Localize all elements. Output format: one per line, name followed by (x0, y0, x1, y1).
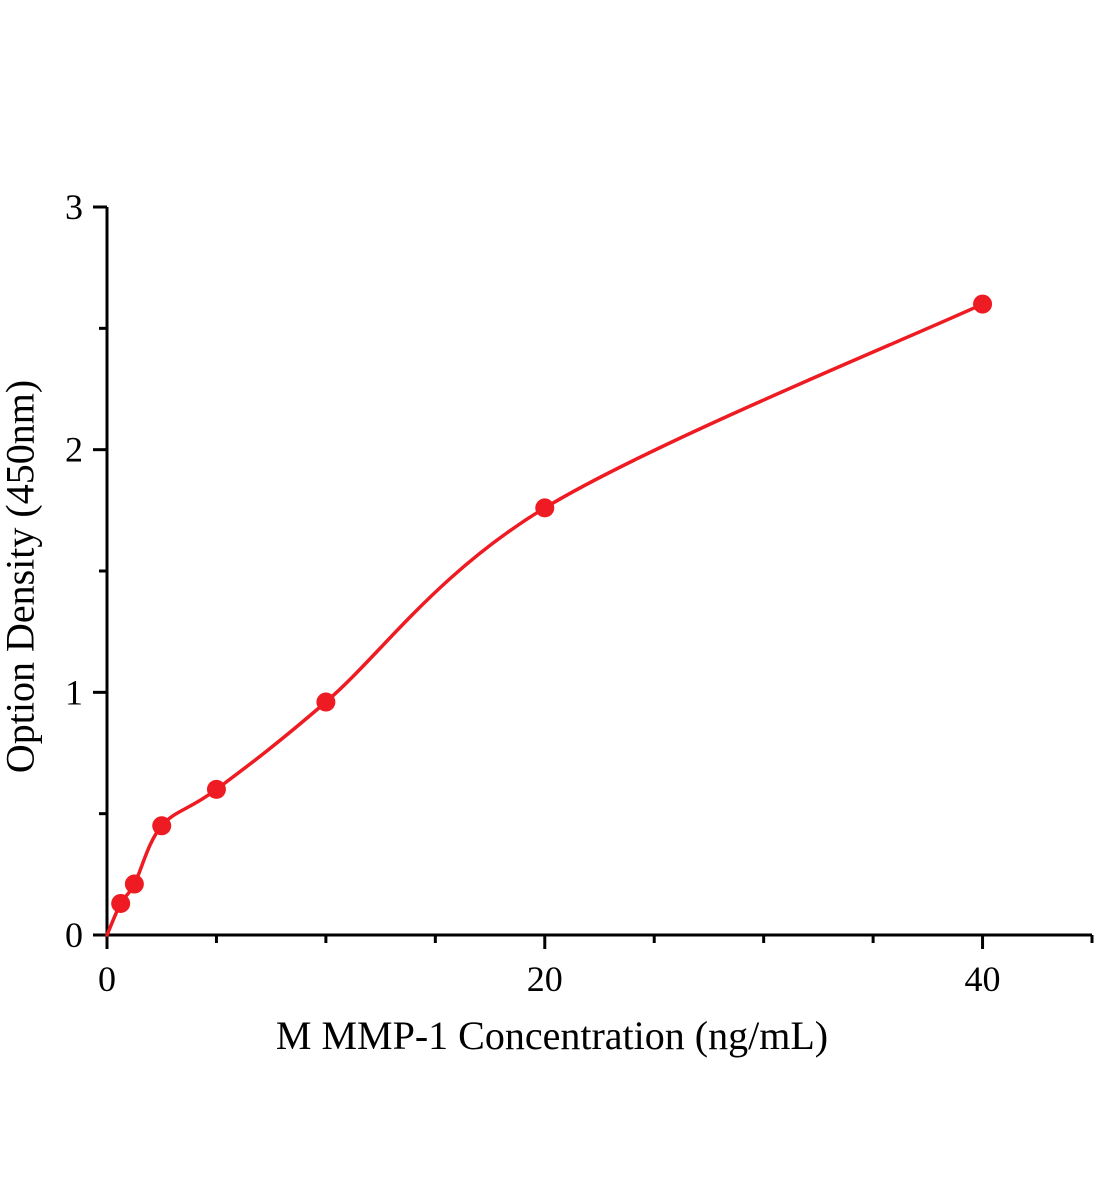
y-tick-label: 0 (65, 915, 83, 955)
data-point (152, 816, 172, 836)
x-tick-label: 40 (965, 959, 1001, 999)
y-tick-label: 3 (65, 187, 83, 227)
y-tick-label: 2 (65, 430, 83, 470)
y-tick-label: 1 (65, 672, 83, 712)
data-point (124, 874, 144, 894)
y-axis-label: Option Density (450nm) (0, 379, 43, 774)
x-tick-label: 20 (527, 959, 563, 999)
data-point (973, 294, 993, 314)
data-point (535, 498, 555, 518)
data-point (316, 692, 336, 712)
data-point (111, 893, 131, 913)
x-axis-label: M MMP-1 Concentration (ng/mL) (275, 1013, 829, 1058)
x-tick-label: 0 (98, 959, 116, 999)
data-point (206, 779, 226, 799)
fit-curve (105, 302, 985, 937)
